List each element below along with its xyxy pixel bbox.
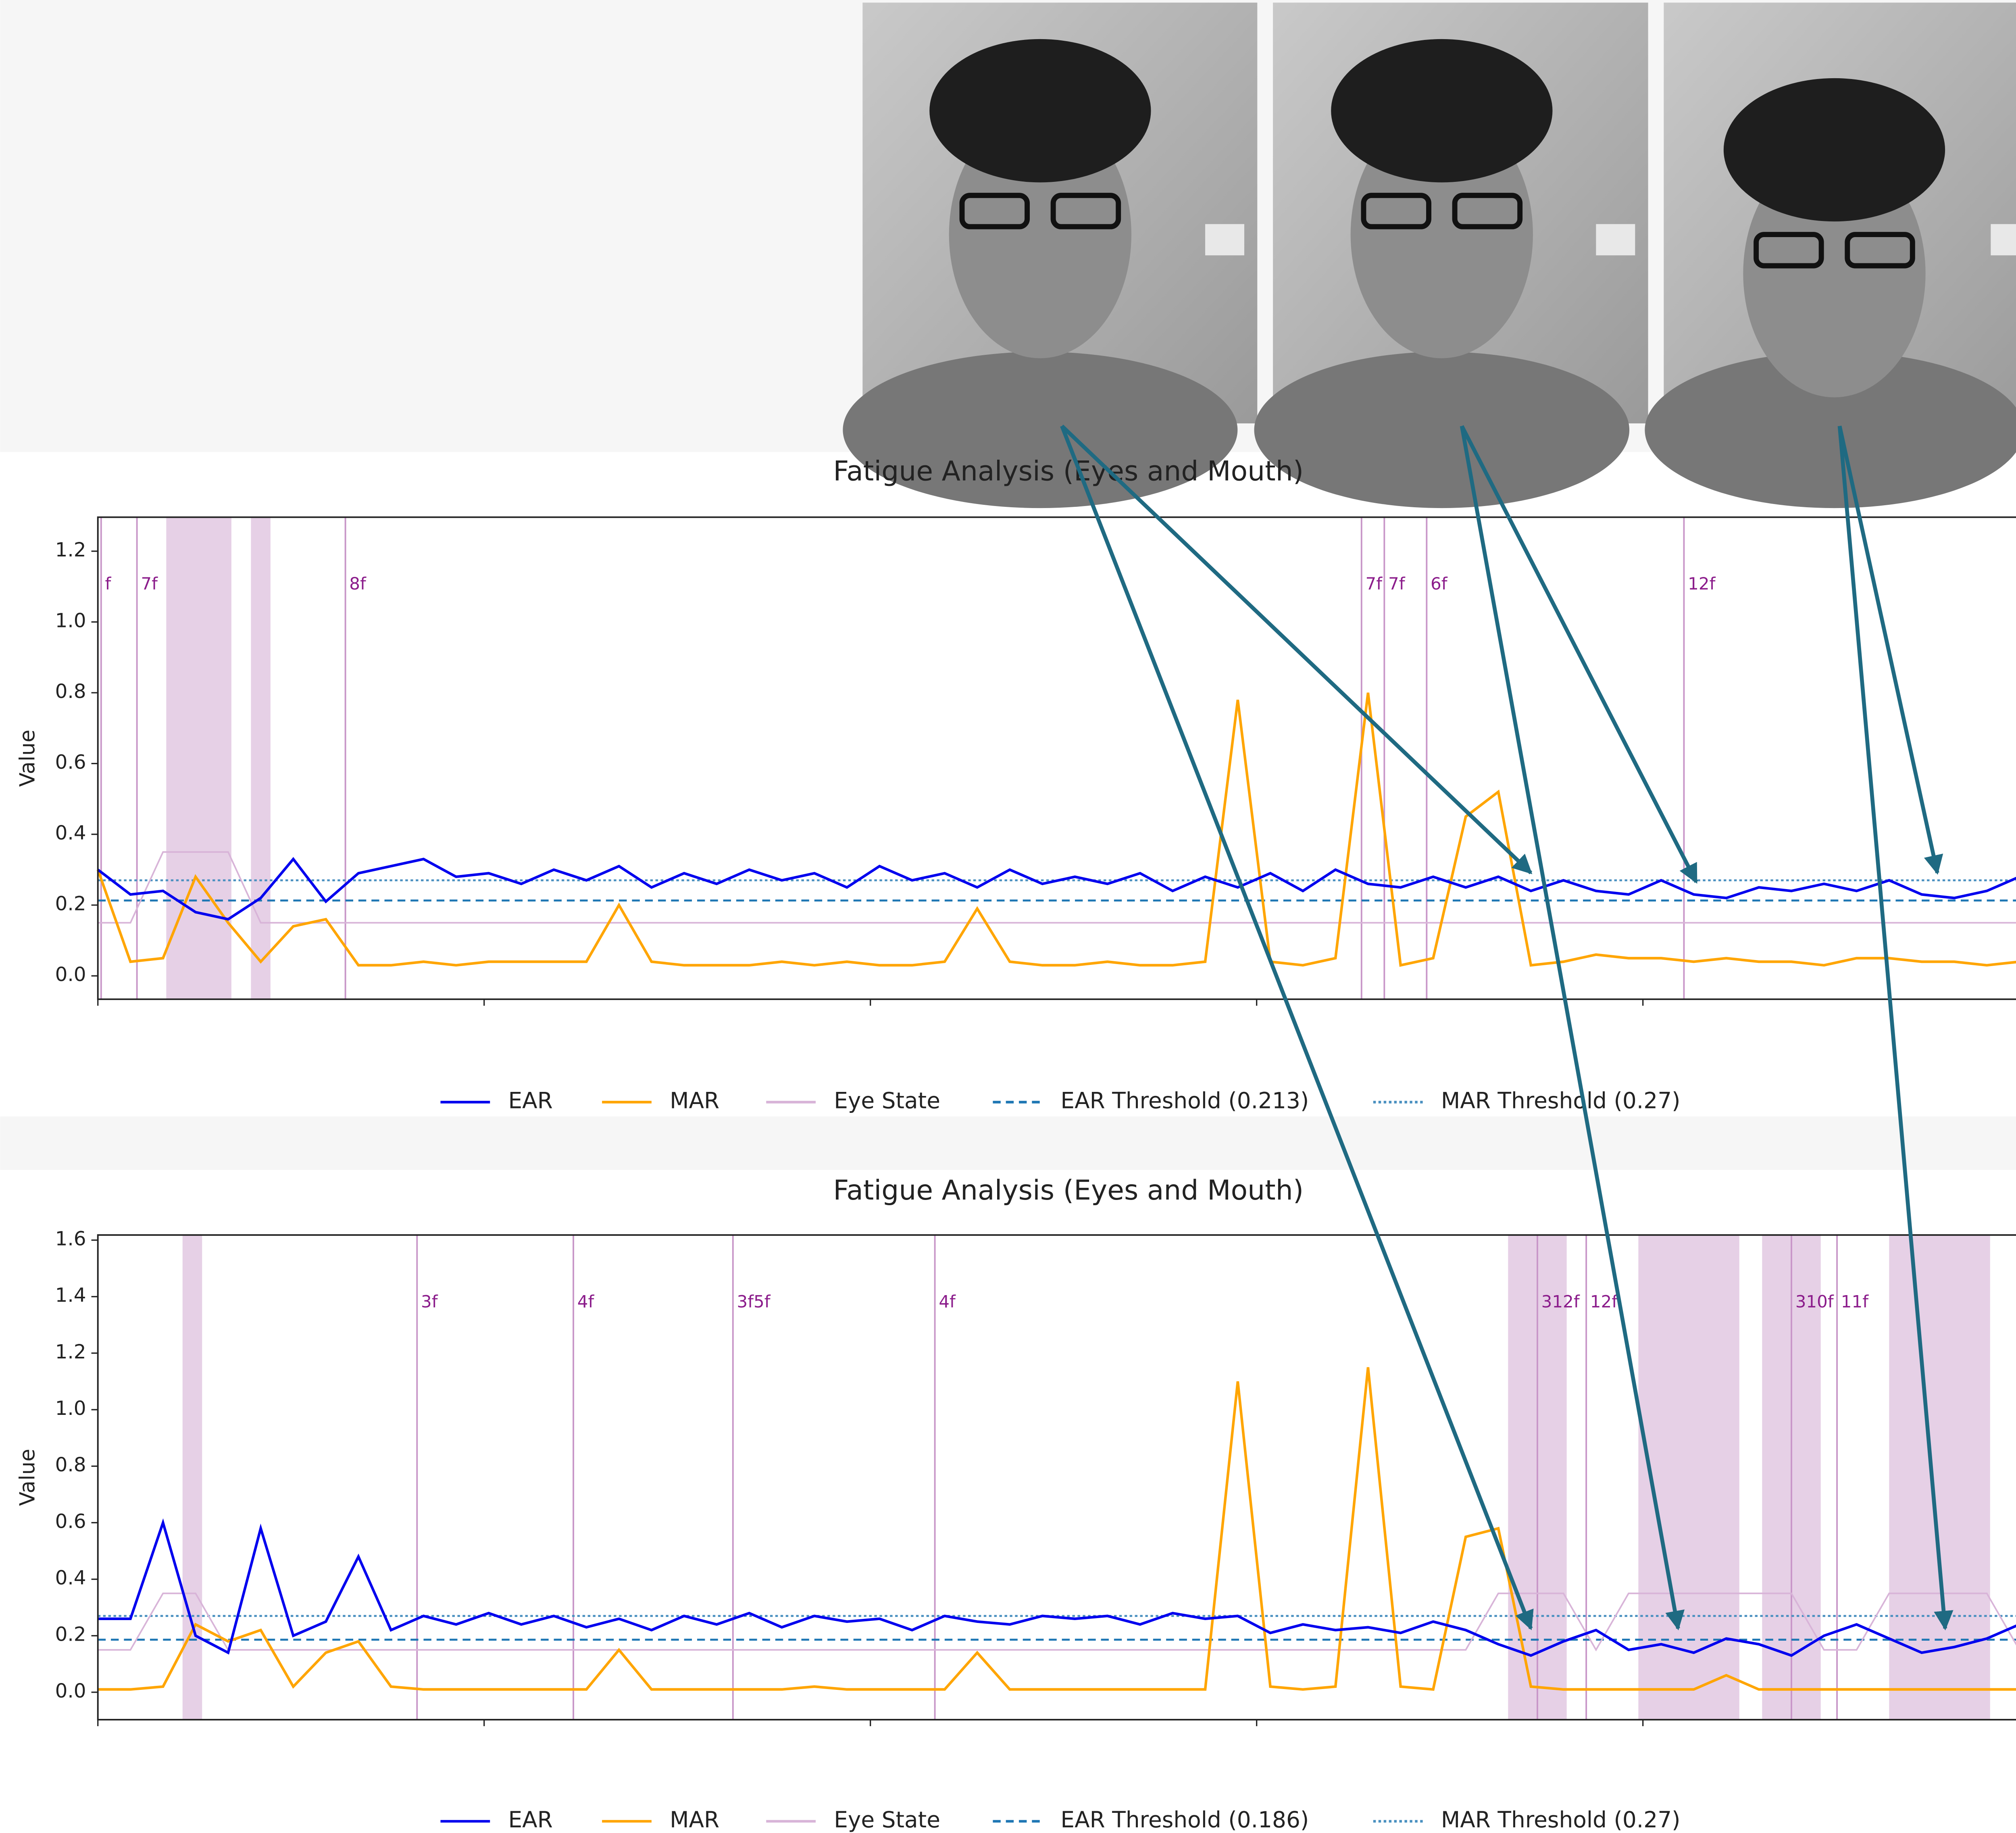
glasses bbox=[959, 193, 1030, 229]
series-line bbox=[96, 692, 2016, 967]
arrow bbox=[1460, 425, 1685, 1631]
closed-eye-span bbox=[182, 1235, 202, 1720]
charts: Fatigue Analysis (Eyes and Mouth) Value f 7… bbox=[15, 455, 2016, 1833]
y-tick-label: 0.0 bbox=[55, 1680, 86, 1702]
legend-label: EAR bbox=[508, 1088, 552, 1114]
legend-label: MAR bbox=[670, 1088, 719, 1114]
event-label: 310f bbox=[1795, 1291, 1834, 1311]
chart: Fatigue Analysis (Eyes and Mouth) Value f 7… bbox=[15, 455, 2016, 1114]
glasses bbox=[1452, 193, 1523, 229]
y-tick-label: 1.0 bbox=[55, 610, 86, 632]
axes-frame bbox=[97, 516, 2016, 1000]
closed-eye-span bbox=[1638, 1235, 1739, 1720]
glasses bbox=[1754, 232, 1824, 269]
y-tick-label: 1.2 bbox=[55, 539, 86, 561]
y-tick-label: 0.4 bbox=[55, 822, 86, 844]
y-tick-label: 1.6 bbox=[55, 1228, 86, 1250]
event-label: 11f bbox=[1841, 1291, 1869, 1311]
glasses bbox=[1845, 232, 1915, 269]
y-tick-label: 0.2 bbox=[55, 893, 86, 915]
hair bbox=[1331, 39, 1553, 183]
series-line bbox=[98, 1592, 2016, 1652]
arrows bbox=[1060, 425, 1954, 1631]
event-label: f bbox=[105, 574, 112, 594]
arrow bbox=[1837, 426, 1954, 1631]
arrow bbox=[1060, 425, 1533, 875]
event-label: 7f bbox=[1388, 574, 1406, 594]
event-label: 3f5f bbox=[737, 1291, 771, 1311]
legend-label: MAR Threshold (0.27) bbox=[1441, 1807, 1681, 1833]
y-tick-label: 0.6 bbox=[55, 1510, 86, 1533]
series-line bbox=[98, 1367, 2016, 1691]
chart-title: Fatigue Analysis (Eyes and Mouth) bbox=[833, 455, 1304, 487]
legend-label: Eye State bbox=[834, 1088, 940, 1114]
event-label: 8f bbox=[349, 574, 367, 594]
series-line bbox=[98, 1518, 2016, 1657]
y-tick-label: 0.0 bbox=[55, 963, 86, 986]
y-tick-label: 0.4 bbox=[55, 1567, 86, 1589]
switch bbox=[1991, 224, 2016, 256]
chart-title: Fatigue Analysis (Eyes and Mouth) bbox=[833, 1175, 1304, 1206]
shirt bbox=[1645, 352, 2016, 508]
event-label: 4f bbox=[939, 1291, 956, 1311]
legend-label: MAR bbox=[670, 1807, 719, 1833]
closed-eye-span bbox=[251, 517, 271, 1000]
y-tick-label: 0.8 bbox=[55, 680, 86, 703]
photo bbox=[1645, 2, 2016, 508]
series-line bbox=[97, 857, 2016, 921]
event-label: 12f bbox=[1688, 574, 1716, 594]
legend-label: Eye State bbox=[834, 1807, 940, 1833]
glasses bbox=[1361, 193, 1431, 229]
photos bbox=[843, 2, 2016, 508]
arrow bbox=[1837, 425, 1943, 875]
y-tick-label: 1.4 bbox=[55, 1284, 86, 1307]
separator-band bbox=[0, 1116, 2016, 1170]
closed-eye-span bbox=[1889, 1235, 1990, 1720]
legend-label: EAR Threshold (0.186) bbox=[1060, 1807, 1309, 1833]
hair bbox=[1723, 78, 1945, 222]
switch bbox=[1596, 224, 1635, 256]
arrow bbox=[1060, 425, 1534, 1631]
event-label: 7f bbox=[1365, 574, 1383, 594]
legend-label: EAR Threshold (0.213) bbox=[1060, 1088, 1309, 1114]
event-label: 3f bbox=[421, 1291, 438, 1311]
series-line bbox=[98, 851, 2016, 924]
event-label: 12f bbox=[1590, 1291, 1618, 1311]
event-label: 312f bbox=[1541, 1291, 1580, 1311]
event-label: 4f bbox=[577, 1291, 595, 1311]
hair bbox=[929, 39, 1151, 183]
arrow bbox=[1460, 425, 1698, 884]
y-tick-label: 1.0 bbox=[55, 1397, 86, 1420]
y-axis-label: Value bbox=[15, 1449, 40, 1506]
y-tick-label: 0.2 bbox=[55, 1623, 86, 1646]
shirt bbox=[1254, 352, 1630, 508]
axes-frame bbox=[97, 1234, 2016, 1721]
switch bbox=[1205, 224, 1244, 256]
event-label: 6f bbox=[1431, 574, 1448, 594]
shirt bbox=[843, 352, 1238, 508]
photo bbox=[843, 2, 1258, 508]
y-axis-label: Value bbox=[15, 729, 40, 787]
event-label: 7f bbox=[141, 574, 158, 594]
y-tick-label: 0.6 bbox=[55, 751, 86, 774]
y-tick-label: 0.8 bbox=[55, 1454, 86, 1476]
photo bbox=[1254, 2, 1648, 508]
legend-label: EAR bbox=[508, 1807, 552, 1833]
glasses bbox=[1050, 193, 1121, 229]
chart: Fatigue Analysis (Eyes and Mouth) Value 3f… bbox=[15, 1175, 2016, 1833]
y-tick-label: 1.2 bbox=[55, 1341, 86, 1363]
legend-label: MAR Threshold (0.27) bbox=[1441, 1088, 1681, 1114]
